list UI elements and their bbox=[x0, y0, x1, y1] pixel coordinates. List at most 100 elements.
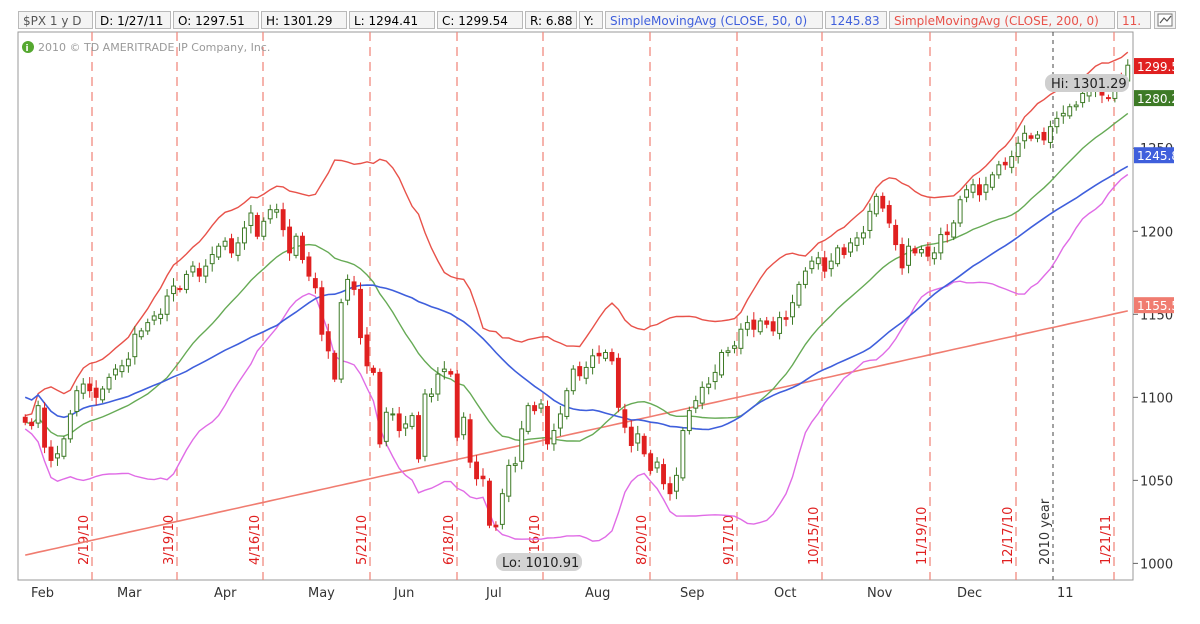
candle-body bbox=[712, 371, 718, 383]
candle-body bbox=[570, 368, 576, 392]
candle-body bbox=[790, 302, 795, 318]
event-label: 5/21/10 bbox=[355, 515, 370, 565]
candle-body bbox=[306, 256, 312, 277]
year-label: 2010 year bbox=[1038, 498, 1053, 565]
event-label: 1/21/11 bbox=[1099, 515, 1114, 565]
candle-body bbox=[319, 287, 325, 335]
candle-body bbox=[409, 415, 415, 427]
candle-body bbox=[1105, 97, 1111, 100]
date-field: D: 1/27/11 bbox=[95, 11, 171, 29]
candle-body bbox=[944, 231, 950, 236]
candle-body bbox=[435, 373, 441, 395]
candle-body bbox=[467, 419, 473, 463]
sma50-value: 1245.83 bbox=[825, 11, 887, 29]
candle-body bbox=[899, 244, 905, 269]
y-tick-label: 1050 bbox=[1140, 474, 1173, 489]
candle-body bbox=[1054, 117, 1060, 128]
candle-body bbox=[325, 331, 331, 352]
candle-body bbox=[267, 209, 273, 220]
candle-body bbox=[145, 322, 151, 332]
x-month-label: Sep bbox=[680, 586, 705, 601]
candle-body bbox=[487, 480, 492, 526]
candle-body bbox=[822, 257, 828, 272]
candle-body bbox=[538, 403, 544, 409]
candle-body bbox=[390, 413, 396, 416]
candle-body bbox=[506, 464, 512, 497]
candle-body bbox=[867, 210, 873, 231]
candle-body bbox=[964, 189, 970, 198]
candle-body bbox=[177, 288, 183, 291]
candle-body bbox=[622, 409, 628, 428]
candle-body bbox=[396, 413, 402, 432]
y-tick-label: 1200 bbox=[1140, 225, 1173, 240]
price-flag-label: 1299.5 bbox=[1137, 60, 1179, 74]
sma50-label[interactable]: SimpleMovingAvg (CLOSE, 50, 0) bbox=[605, 11, 823, 29]
candle-body bbox=[125, 358, 131, 367]
plot-frame bbox=[17, 31, 1134, 581]
candle-body bbox=[925, 246, 931, 257]
event-label: 4/16/10 bbox=[248, 515, 263, 565]
candle-body bbox=[1002, 161, 1008, 166]
candle-body bbox=[641, 435, 647, 455]
low-marker: Lo: 1010.91 bbox=[502, 556, 579, 571]
candle-body bbox=[151, 315, 157, 321]
candle-body bbox=[615, 357, 621, 408]
candle-body bbox=[1073, 104, 1079, 108]
candle-body bbox=[841, 247, 847, 256]
candle-body bbox=[383, 411, 389, 442]
candle-body bbox=[345, 278, 351, 301]
candle-body bbox=[113, 368, 118, 376]
candle-body bbox=[770, 321, 776, 332]
candle-body bbox=[100, 388, 106, 401]
candle-body bbox=[422, 393, 428, 457]
event-label: 10/15/10 bbox=[807, 507, 822, 565]
candle-body bbox=[171, 285, 176, 295]
candle-body bbox=[242, 227, 247, 244]
candle-body bbox=[416, 415, 421, 460]
settings-icon[interactable] bbox=[1154, 11, 1176, 29]
candle-body bbox=[480, 475, 486, 480]
candle-body bbox=[287, 226, 293, 254]
event-label: 2/19/10 bbox=[77, 515, 92, 565]
candle-body bbox=[977, 184, 982, 196]
candle-body bbox=[654, 461, 660, 469]
candle-body bbox=[138, 330, 144, 338]
candle-body bbox=[132, 333, 138, 358]
candle-body bbox=[158, 313, 164, 319]
candle-body bbox=[61, 438, 67, 457]
candle-body bbox=[873, 195, 879, 215]
info-icon bbox=[22, 41, 34, 53]
candle-body bbox=[880, 195, 886, 209]
candle-body bbox=[261, 220, 267, 237]
watermark: i 2010 © TD AMERITRADE IP Company, Inc. bbox=[22, 41, 270, 54]
sma200-label[interactable]: SimpleMovingAvg (CLOSE, 200, 0) bbox=[889, 11, 1115, 29]
candle-body bbox=[293, 235, 299, 256]
x-month-label: Feb bbox=[31, 586, 54, 601]
candle-body bbox=[545, 405, 550, 445]
candle-body bbox=[957, 199, 963, 224]
candle-body bbox=[428, 393, 434, 398]
x-month-label: Dec bbox=[957, 586, 982, 601]
symbol-field[interactable]: $PX 1 y D bbox=[18, 11, 93, 29]
candle-body bbox=[596, 352, 602, 357]
candle-body bbox=[996, 164, 1002, 176]
candle-body bbox=[1080, 92, 1086, 104]
candle-body bbox=[693, 400, 699, 409]
candle-body bbox=[235, 242, 241, 256]
candle-body bbox=[74, 390, 80, 412]
candle-body bbox=[119, 365, 125, 373]
candle-body bbox=[29, 421, 35, 427]
candle-body bbox=[815, 257, 821, 265]
candle-body bbox=[461, 416, 467, 436]
candle-body bbox=[680, 430, 686, 479]
event-label: 6/18/10 bbox=[442, 515, 457, 565]
candle-body bbox=[448, 371, 454, 375]
candle-body bbox=[661, 464, 666, 485]
candle-body bbox=[757, 320, 763, 333]
candle-body bbox=[519, 428, 525, 462]
candle-body bbox=[564, 390, 570, 417]
candle-body bbox=[196, 268, 202, 277]
candle-body bbox=[35, 405, 41, 424]
sma50-line bbox=[24, 165, 1129, 431]
